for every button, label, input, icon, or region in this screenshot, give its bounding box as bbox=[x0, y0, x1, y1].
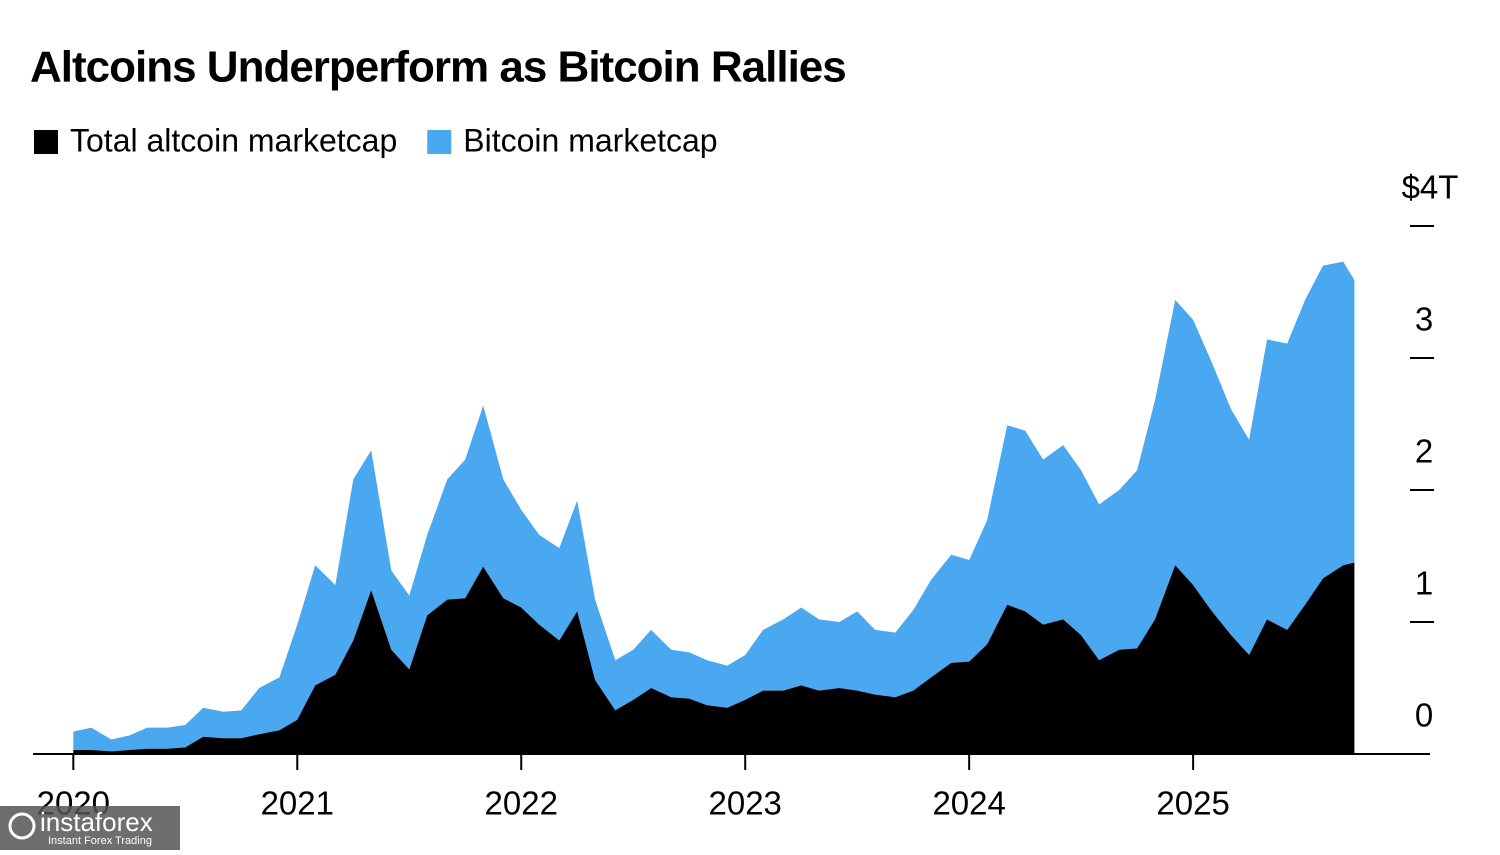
x-tick-label: 2024 bbox=[932, 785, 1005, 822]
x-tick-label: 2023 bbox=[708, 785, 781, 822]
legend-label: Bitcoin marketcap bbox=[463, 122, 717, 158]
y-tick-label: $4T bbox=[1402, 169, 1459, 206]
area bbox=[73, 261, 1355, 752]
y-tick-label: 2 bbox=[1415, 433, 1433, 470]
y-tick-label: 3 bbox=[1415, 301, 1433, 338]
watermark-tagline: Instant Forex Trading bbox=[48, 835, 152, 847]
watermark-background bbox=[0, 806, 180, 850]
legend-swatch bbox=[34, 130, 58, 154]
plot-area bbox=[73, 261, 1355, 754]
legend-label: Total altcoin marketcap bbox=[70, 122, 397, 158]
x-tick-label: 2021 bbox=[261, 785, 334, 822]
chart-title: Altcoins Underperform as Bitcoin Rallies bbox=[30, 43, 846, 92]
y-tick-label: 0 bbox=[1415, 697, 1433, 734]
x-tick-label: 2022 bbox=[485, 785, 558, 822]
watermark: instaforex Instant Forex Trading bbox=[0, 806, 180, 850]
watermark-brand: instaforex bbox=[40, 807, 153, 837]
x-tick-label: 2025 bbox=[1156, 785, 1229, 822]
legend-swatch bbox=[427, 130, 452, 154]
watermark-logo bbox=[8, 812, 36, 840]
y-tick-label: 1 bbox=[1415, 565, 1433, 602]
area bbox=[73, 562, 1355, 754]
legend: Total altcoin marketcap Bitcoin marketcap bbox=[34, 122, 718, 158]
